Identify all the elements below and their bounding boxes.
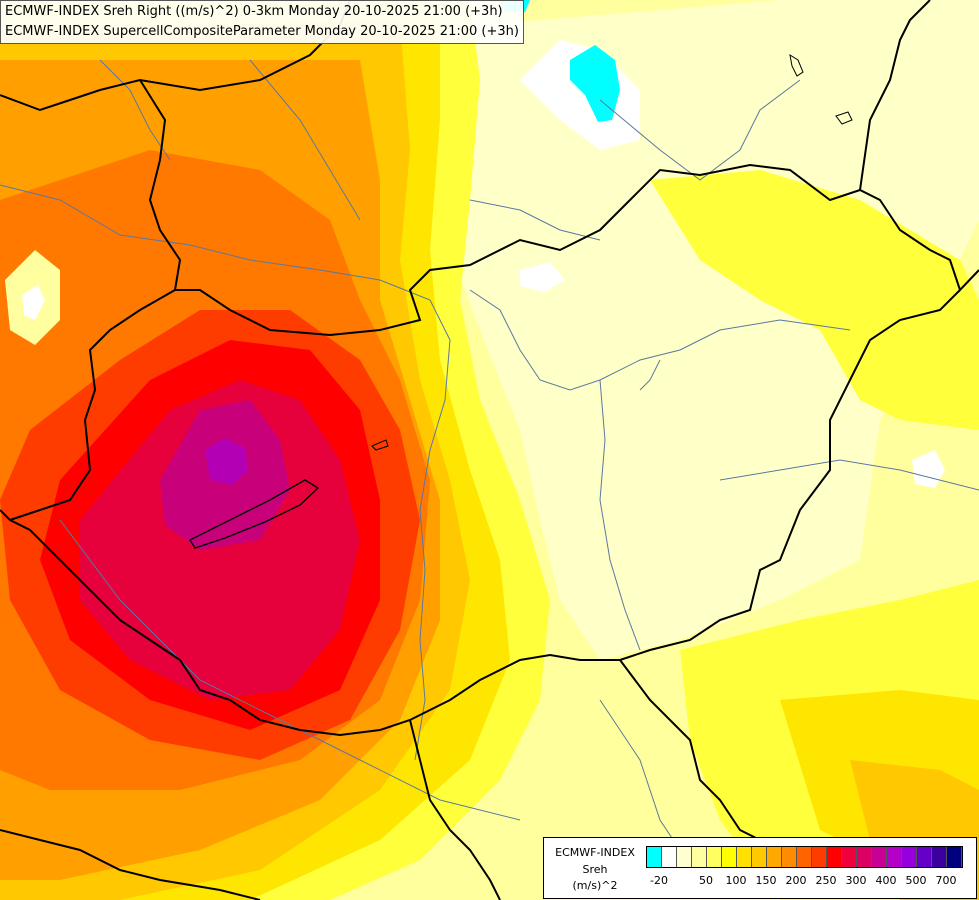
legend-unit: (m/s)^2 [572, 879, 618, 892]
border-line [0, 829, 261, 900]
legend-swatch [662, 847, 677, 867]
river-line [59, 519, 521, 821]
legend-tick-label: 500 [905, 874, 927, 887]
legend-swatch [767, 847, 782, 867]
pale-area [420, 0, 979, 660]
white-spot-center [520, 262, 565, 292]
legend-swatch [902, 847, 917, 867]
river-line [599, 79, 801, 181]
border-line [409, 719, 501, 900]
river-line [249, 59, 361, 221]
legend-tick-label: 300 [845, 874, 867, 887]
legend-tick-label: 150 [755, 874, 777, 887]
color-legend: ECMWF-INDEX Sreh (m/s)^2 -20 50 100 150 200 2… [543, 837, 977, 899]
white-spot-east [912, 450, 945, 488]
legend-swatch [812, 847, 827, 867]
legend-swatch [917, 847, 932, 867]
legend-swatch [752, 847, 767, 867]
legend-tick-label: 50 [699, 874, 713, 887]
river-line [99, 59, 171, 161]
border-line [859, 0, 931, 191]
header-line-2: ECMWF-INDEX SupercellCompositeParameter … [5, 24, 519, 39]
river-line [469, 199, 601, 241]
border-line [9, 289, 176, 521]
cyan-area-north [570, 45, 620, 122]
lake [188, 479, 320, 549]
purple-core [205, 438, 248, 485]
map-header: ECMWF-INDEX Sreh Right ((m/s)^2) 0-3km M… [0, 0, 524, 44]
river-line [719, 459, 979, 491]
legend-variable: Sreh [582, 863, 608, 876]
small-lake [789, 53, 804, 77]
legend-swatch [887, 847, 902, 867]
legend-swatch [857, 847, 872, 867]
rivers [0, 59, 979, 881]
legend-swatch [692, 847, 707, 867]
river-line [599, 379, 641, 651]
border-line [619, 659, 761, 841]
legend-color-bar [646, 846, 963, 868]
legend-swatch [827, 847, 842, 867]
legend-tick-label: 250 [815, 874, 837, 887]
border-line [139, 79, 979, 337]
border-line [0, 289, 961, 737]
small-lake [835, 111, 853, 125]
legend-swatch [782, 847, 797, 867]
legend-tick-label: -20 [650, 874, 668, 887]
legend-tick-label: 400 [875, 874, 897, 887]
legend-swatch [872, 847, 887, 867]
header-line-1: ECMWF-INDEX Sreh Right ((m/s)^2) 0-3km M… [5, 4, 503, 19]
legend-tick-label: 700 [935, 874, 957, 887]
legend-swatch [797, 847, 812, 867]
legend-swatch [947, 847, 962, 867]
legend-swatch [647, 847, 662, 867]
legend-swatch [677, 847, 692, 867]
legend-tick-label: 100 [725, 874, 747, 887]
small-lake [371, 439, 389, 451]
yellow-east [650, 170, 979, 430]
river-line [0, 184, 451, 761]
legend-swatch [722, 847, 737, 867]
white-spot-west [22, 285, 45, 320]
legend-title: ECMWF-INDEX [555, 846, 635, 859]
legend-swatch [842, 847, 857, 867]
legend-tick-label: 200 [785, 874, 807, 887]
legend-swatch [932, 847, 947, 867]
river-line [639, 359, 661, 391]
legend-swatch [707, 847, 722, 867]
legend-swatch [737, 847, 752, 867]
